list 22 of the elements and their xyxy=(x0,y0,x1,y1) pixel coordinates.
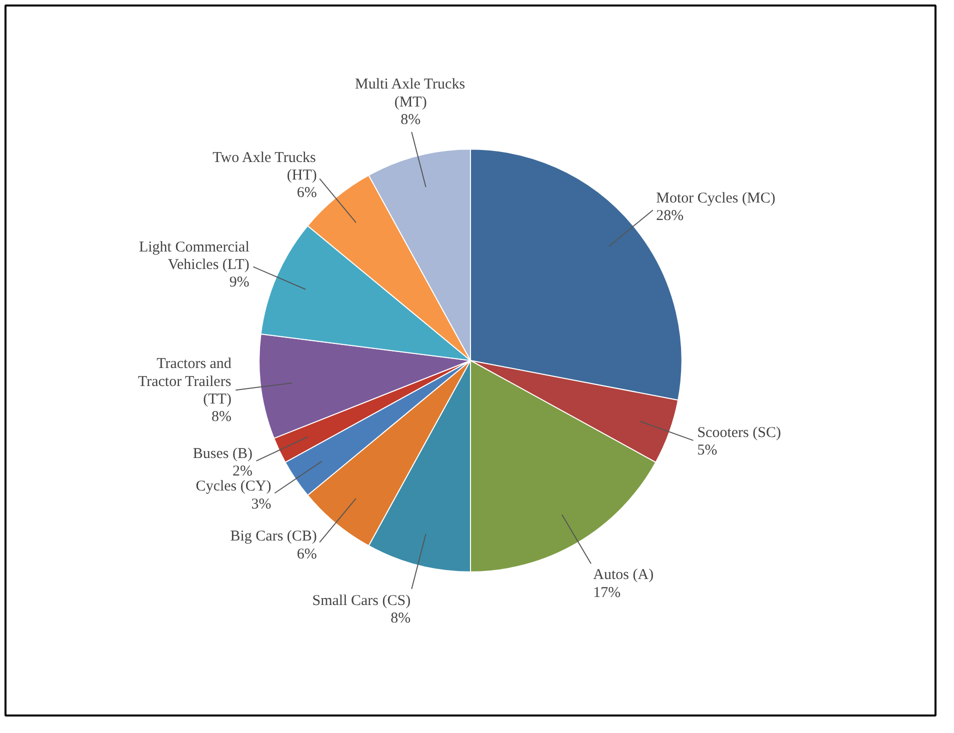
data-label: 8% xyxy=(390,610,411,627)
data-label: 2% xyxy=(232,464,252,480)
slice-label: Small Cars (CS) xyxy=(312,593,411,610)
data-label: 28% xyxy=(656,208,684,224)
slice-label: Big Cars (CB) xyxy=(230,528,317,545)
slice-label: Autos (A) xyxy=(593,567,654,584)
slice-label: Buses (B) xyxy=(192,446,252,462)
slice-label: Scooters (SC) xyxy=(697,425,781,442)
data-label: 3% xyxy=(251,496,272,512)
data-label: 9% xyxy=(229,274,250,291)
slice-label: Two Axle Trucks (HT) xyxy=(212,150,317,184)
slice-label: Tractors and Tractor Trailers (TT) xyxy=(138,356,232,408)
data-label: 17% xyxy=(593,584,621,601)
data-label: 6% xyxy=(296,185,317,202)
slice-label: Motor Cycles (MC) xyxy=(656,190,776,207)
slice-label: Cycles (CY) xyxy=(196,478,272,495)
data-label: 6% xyxy=(296,546,317,562)
data-label: 8% xyxy=(211,409,232,425)
slice-label: Light Commercial Vehicles (LT) xyxy=(138,240,250,274)
data-label: 8% xyxy=(400,112,421,128)
slice-label: Multi Axle Trucks (MT) xyxy=(355,76,466,110)
data-label: 5% xyxy=(697,442,718,459)
